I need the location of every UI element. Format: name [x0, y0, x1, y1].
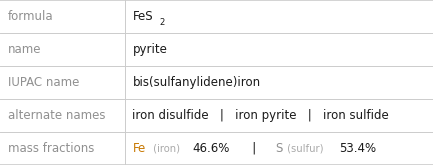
Text: IUPAC name: IUPAC name [8, 76, 79, 89]
Text: pyrite: pyrite [132, 43, 168, 56]
Text: Fe: Fe [132, 142, 146, 155]
Text: S: S [275, 142, 282, 155]
Text: formula: formula [8, 10, 53, 23]
Text: mass fractions: mass fractions [8, 142, 94, 155]
Text: FeS: FeS [132, 10, 153, 23]
Text: 2: 2 [159, 18, 165, 27]
Text: name: name [8, 43, 41, 56]
Text: bis(sulfanylidene)iron: bis(sulfanylidene)iron [132, 76, 261, 89]
Text: |: | [241, 142, 267, 155]
Text: 53.4%: 53.4% [339, 142, 376, 155]
Text: alternate names: alternate names [8, 109, 105, 122]
Text: (sulfur): (sulfur) [284, 144, 327, 153]
Text: iron disulfide   |   iron pyrite   |   iron sulfide: iron disulfide | iron pyrite | iron sulf… [132, 109, 389, 122]
Text: (iron): (iron) [149, 144, 183, 153]
Text: 46.6%: 46.6% [192, 142, 230, 155]
